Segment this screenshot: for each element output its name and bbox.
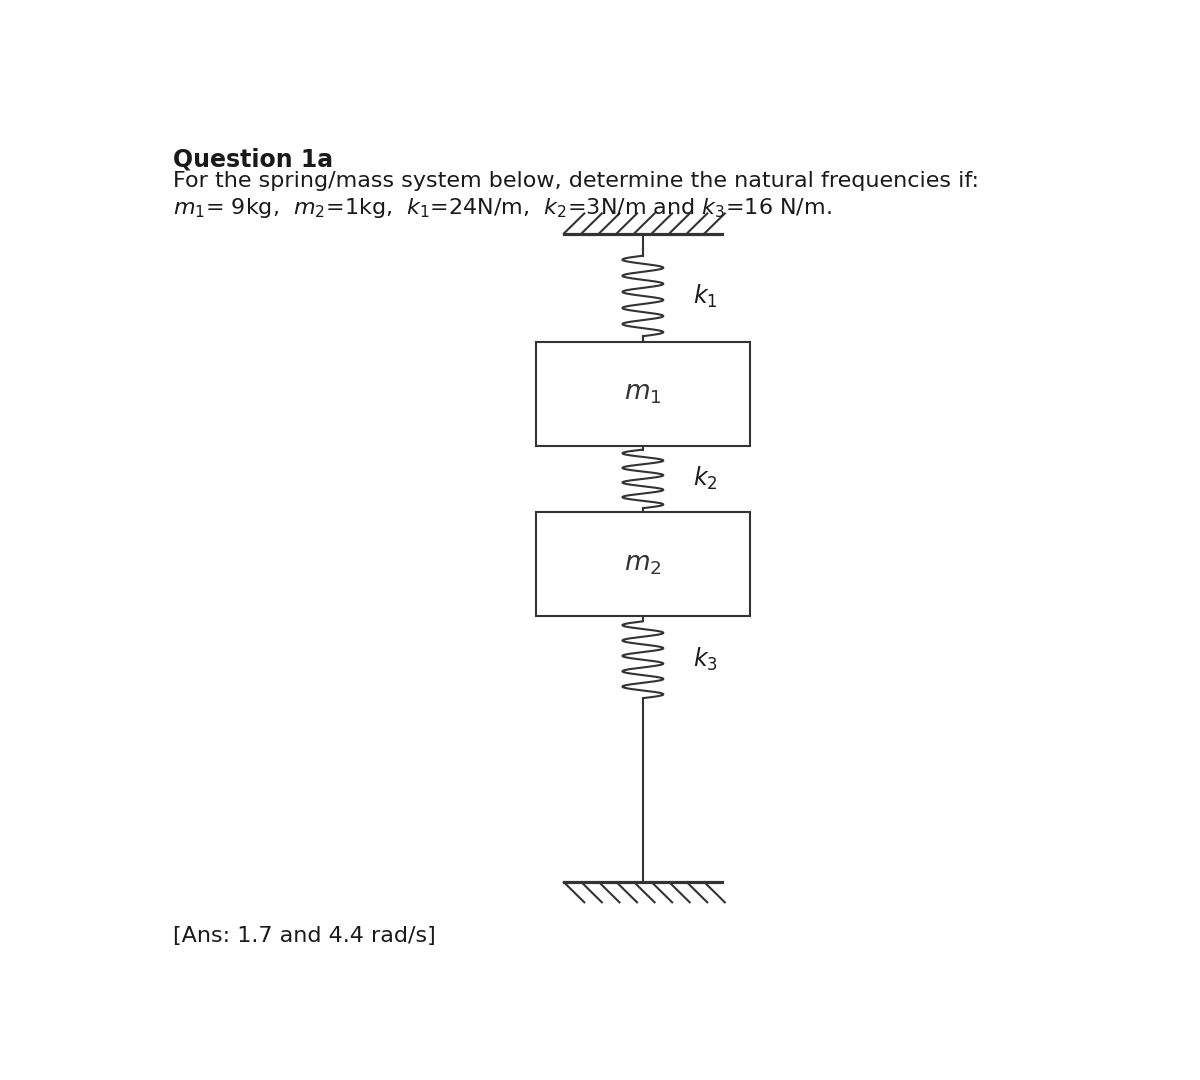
Text: Question 1a: Question 1a [173, 148, 334, 172]
Text: [Ans: 1.7 and 4.4 rad/s]: [Ans: 1.7 and 4.4 rad/s] [173, 927, 436, 946]
Bar [536, 341, 750, 446]
Text: For the spring/mass system below, determine the natural frequencies if:: For the spring/mass system below, determ… [173, 171, 979, 191]
Bar [536, 512, 750, 616]
Text: $k_2$: $k_2$ [694, 465, 718, 492]
Text: $m_2$: $m_2$ [624, 552, 661, 577]
Text: $m_1$: $m_1$ [624, 381, 661, 406]
Text: $k_1$: $k_1$ [694, 282, 718, 310]
Text: $k_3$: $k_3$ [694, 646, 718, 673]
Text: $m_1$= 9kg,  $m_2$=1kg,  $k_1$=24N/m,  $k_2$=3N/m and $k_3$=16 N/m.: $m_1$= 9kg, $m_2$=1kg, $k_1$=24N/m, $k_2… [173, 197, 832, 220]
